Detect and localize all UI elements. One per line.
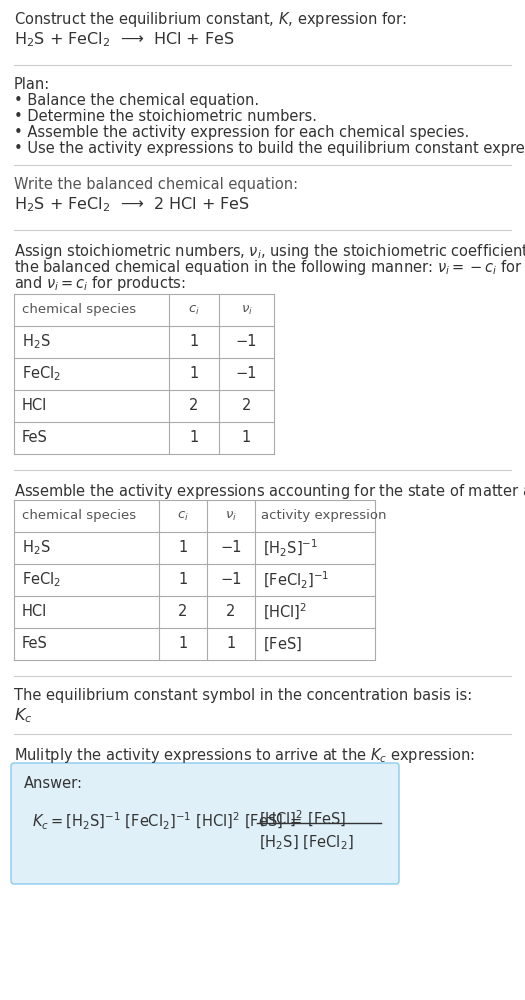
Text: chemical species: chemical species: [22, 510, 136, 522]
Text: $K_c = [\mathrm{H_2S}]^{-1}\ [\mathrm{FeCl_2}]^{-1}\ [\mathrm{HCl}]^2\ [\mathrm{: $K_c = [\mathrm{H_2S}]^{-1}\ [\mathrm{Fe…: [32, 810, 302, 832]
FancyBboxPatch shape: [11, 763, 399, 884]
Text: −1: −1: [220, 572, 242, 587]
Text: HCl: HCl: [22, 604, 47, 619]
Text: the balanced chemical equation in the following manner: $\nu_i = -c_i$ for react: the balanced chemical equation in the fo…: [14, 258, 525, 277]
Text: Mulitply the activity expressions to arrive at the $K_c$ expression:: Mulitply the activity expressions to arr…: [14, 746, 475, 765]
Text: 2: 2: [178, 604, 188, 619]
Text: chemical species: chemical species: [22, 304, 136, 316]
Text: $[\mathrm{H_2S}]^{-1}$: $[\mathrm{H_2S}]^{-1}$: [263, 537, 318, 559]
Text: Assemble the activity expressions accounting for the state of matter and $\nu_i$: Assemble the activity expressions accoun…: [14, 482, 525, 501]
Text: activity expression: activity expression: [261, 510, 386, 522]
Text: $[\mathrm{HCl}]^2\ [\mathrm{FeS}]$: $[\mathrm{HCl}]^2\ [\mathrm{FeS}]$: [259, 809, 346, 829]
Text: 2: 2: [190, 398, 198, 414]
Text: 1: 1: [190, 430, 198, 446]
Text: $\mathrm{H_2S}$: $\mathrm{H_2S}$: [22, 333, 50, 351]
Text: FeS: FeS: [22, 430, 48, 446]
Text: −1: −1: [236, 334, 257, 350]
Text: 1: 1: [190, 366, 198, 381]
Text: $c_i$: $c_i$: [188, 303, 200, 317]
Text: Answer:: Answer:: [24, 776, 83, 791]
Text: • Assemble the activity expression for each chemical species.: • Assemble the activity expression for e…: [14, 125, 469, 140]
Text: −1: −1: [220, 540, 242, 556]
Text: 1: 1: [178, 572, 187, 587]
Text: $[\mathrm{FeS}]$: $[\mathrm{FeS}]$: [263, 635, 302, 653]
Text: HCl: HCl: [22, 398, 47, 414]
Text: 1: 1: [242, 430, 251, 446]
Text: $[\mathrm{FeCl_2}]^{-1}$: $[\mathrm{FeCl_2}]^{-1}$: [263, 569, 330, 591]
Text: 1: 1: [178, 637, 187, 652]
Text: 1: 1: [190, 334, 198, 350]
Text: 1: 1: [178, 540, 187, 556]
Text: • Use the activity expressions to build the equilibrium constant expression.: • Use the activity expressions to build …: [14, 141, 525, 156]
Text: $c_i$: $c_i$: [177, 509, 189, 523]
Text: $[\mathrm{H_2S}]\ [\mathrm{FeCl_2}]$: $[\mathrm{H_2S}]\ [\mathrm{FeCl_2}]$: [259, 834, 354, 852]
Text: $\mathrm{H_2S}$ + $\mathrm{FeCl_2}$  ⟶  HCl + FeS: $\mathrm{H_2S}$ + $\mathrm{FeCl_2}$ ⟶ HC…: [14, 30, 235, 49]
Text: $\nu_i$: $\nu_i$: [225, 509, 237, 523]
Text: $\mathrm{H_2S}$: $\mathrm{H_2S}$: [22, 539, 50, 557]
Text: Assign stoichiometric numbers, $\nu_i$, using the stoichiometric coefficients, $: Assign stoichiometric numbers, $\nu_i$, …: [14, 242, 525, 261]
Text: $K_c$: $K_c$: [14, 706, 33, 725]
Text: 1: 1: [226, 637, 236, 652]
Text: $\mathrm{FeCl_2}$: $\mathrm{FeCl_2}$: [22, 571, 61, 589]
Text: Construct the equilibrium constant, $K$, expression for:: Construct the equilibrium constant, $K$,…: [14, 10, 407, 29]
Text: 2: 2: [226, 604, 236, 619]
Text: FeS: FeS: [22, 637, 48, 652]
Text: $\nu_i$: $\nu_i$: [240, 303, 253, 317]
Text: • Determine the stoichiometric numbers.: • Determine the stoichiometric numbers.: [14, 109, 317, 124]
Text: • Balance the chemical equation.: • Balance the chemical equation.: [14, 93, 259, 108]
Text: $[\mathrm{HCl}]^2$: $[\mathrm{HCl}]^2$: [263, 602, 307, 622]
Text: −1: −1: [236, 366, 257, 381]
Text: 2: 2: [242, 398, 251, 414]
Text: $\mathrm{FeCl_2}$: $\mathrm{FeCl_2}$: [22, 365, 61, 383]
Text: Write the balanced chemical equation:: Write the balanced chemical equation:: [14, 177, 298, 192]
Text: and $\nu_i = c_i$ for products:: and $\nu_i = c_i$ for products:: [14, 274, 186, 293]
Text: The equilibrium constant symbol in the concentration basis is:: The equilibrium constant symbol in the c…: [14, 688, 472, 703]
Text: Plan:: Plan:: [14, 77, 50, 92]
Text: $\mathrm{H_2S}$ + $\mathrm{FeCl_2}$  ⟶  2 HCl + FeS: $\mathrm{H_2S}$ + $\mathrm{FeCl_2}$ ⟶ 2 …: [14, 195, 250, 214]
